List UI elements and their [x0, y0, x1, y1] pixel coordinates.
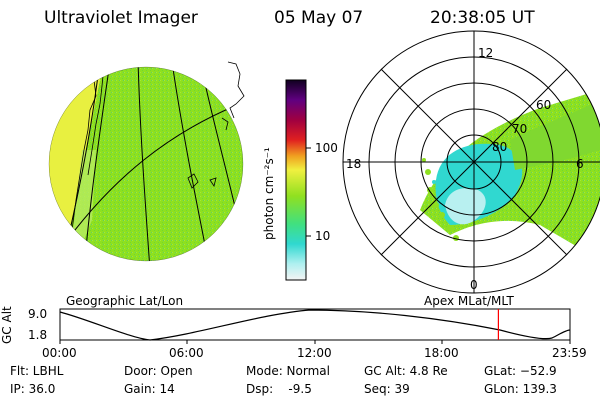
- xtick-2359: 23:59: [552, 346, 587, 360]
- xtick-0600: 06:00: [169, 346, 204, 360]
- status-gain: Gain: 14: [124, 382, 175, 396]
- gc-alt-ylabel: GC Alt: [0, 306, 14, 344]
- status-mode: Mode: Normal: [246, 364, 330, 378]
- colorbar-unit-label: photon cm⁻²s⁻¹: [262, 147, 276, 240]
- status-glat: GLat: −52.9: [484, 364, 557, 378]
- polar-caption: Apex MLat/MLT: [424, 294, 514, 308]
- polar-plot: [342, 30, 600, 294]
- app-title: Ultraviolet Imager: [44, 8, 198, 28]
- gc-alt-ytick-1-8: 1.8: [28, 328, 48, 342]
- mlt-label-0: 0: [470, 278, 478, 292]
- time-label: 20:38:05 UT: [430, 8, 535, 28]
- status-door: Door: Open: [124, 364, 193, 378]
- mlt-label-12: 12: [478, 46, 494, 60]
- mlat-label-70: 70: [512, 122, 528, 136]
- status-dsp: Dsp: -9.5: [246, 382, 312, 396]
- xtick-1200: 12:00: [297, 346, 332, 360]
- geographic-disk: [48, 61, 245, 262]
- mlt-label-18: 18: [346, 157, 362, 171]
- xtick-0000: 00:00: [42, 346, 77, 360]
- colorbar-tick-10: 10: [315, 229, 331, 243]
- geo-caption: Geographic Lat/Lon: [66, 294, 184, 308]
- xtick-1800: 18:00: [424, 346, 459, 360]
- colorbar: [285, 79, 311, 281]
- colorbar-tick-100: 100: [315, 141, 338, 155]
- mlat-label-60: 60: [536, 98, 552, 112]
- status-flt: Flt: LBHL: [10, 364, 64, 378]
- gc-alt-ytick-9: 9.0: [28, 307, 48, 321]
- status-seq: Seq: 39: [364, 382, 410, 396]
- status-ip: IP: 36.0: [10, 382, 56, 396]
- mlat-label-80: 80: [492, 140, 508, 154]
- mlt-label-6: 6: [576, 157, 584, 171]
- status-gc-alt: GC Alt: 4.8 Re: [364, 364, 448, 378]
- date-label: 05 May 07: [274, 8, 364, 28]
- gc-alt-plot: [59, 308, 571, 344]
- status-glon: GLon: 139.3: [484, 382, 557, 396]
